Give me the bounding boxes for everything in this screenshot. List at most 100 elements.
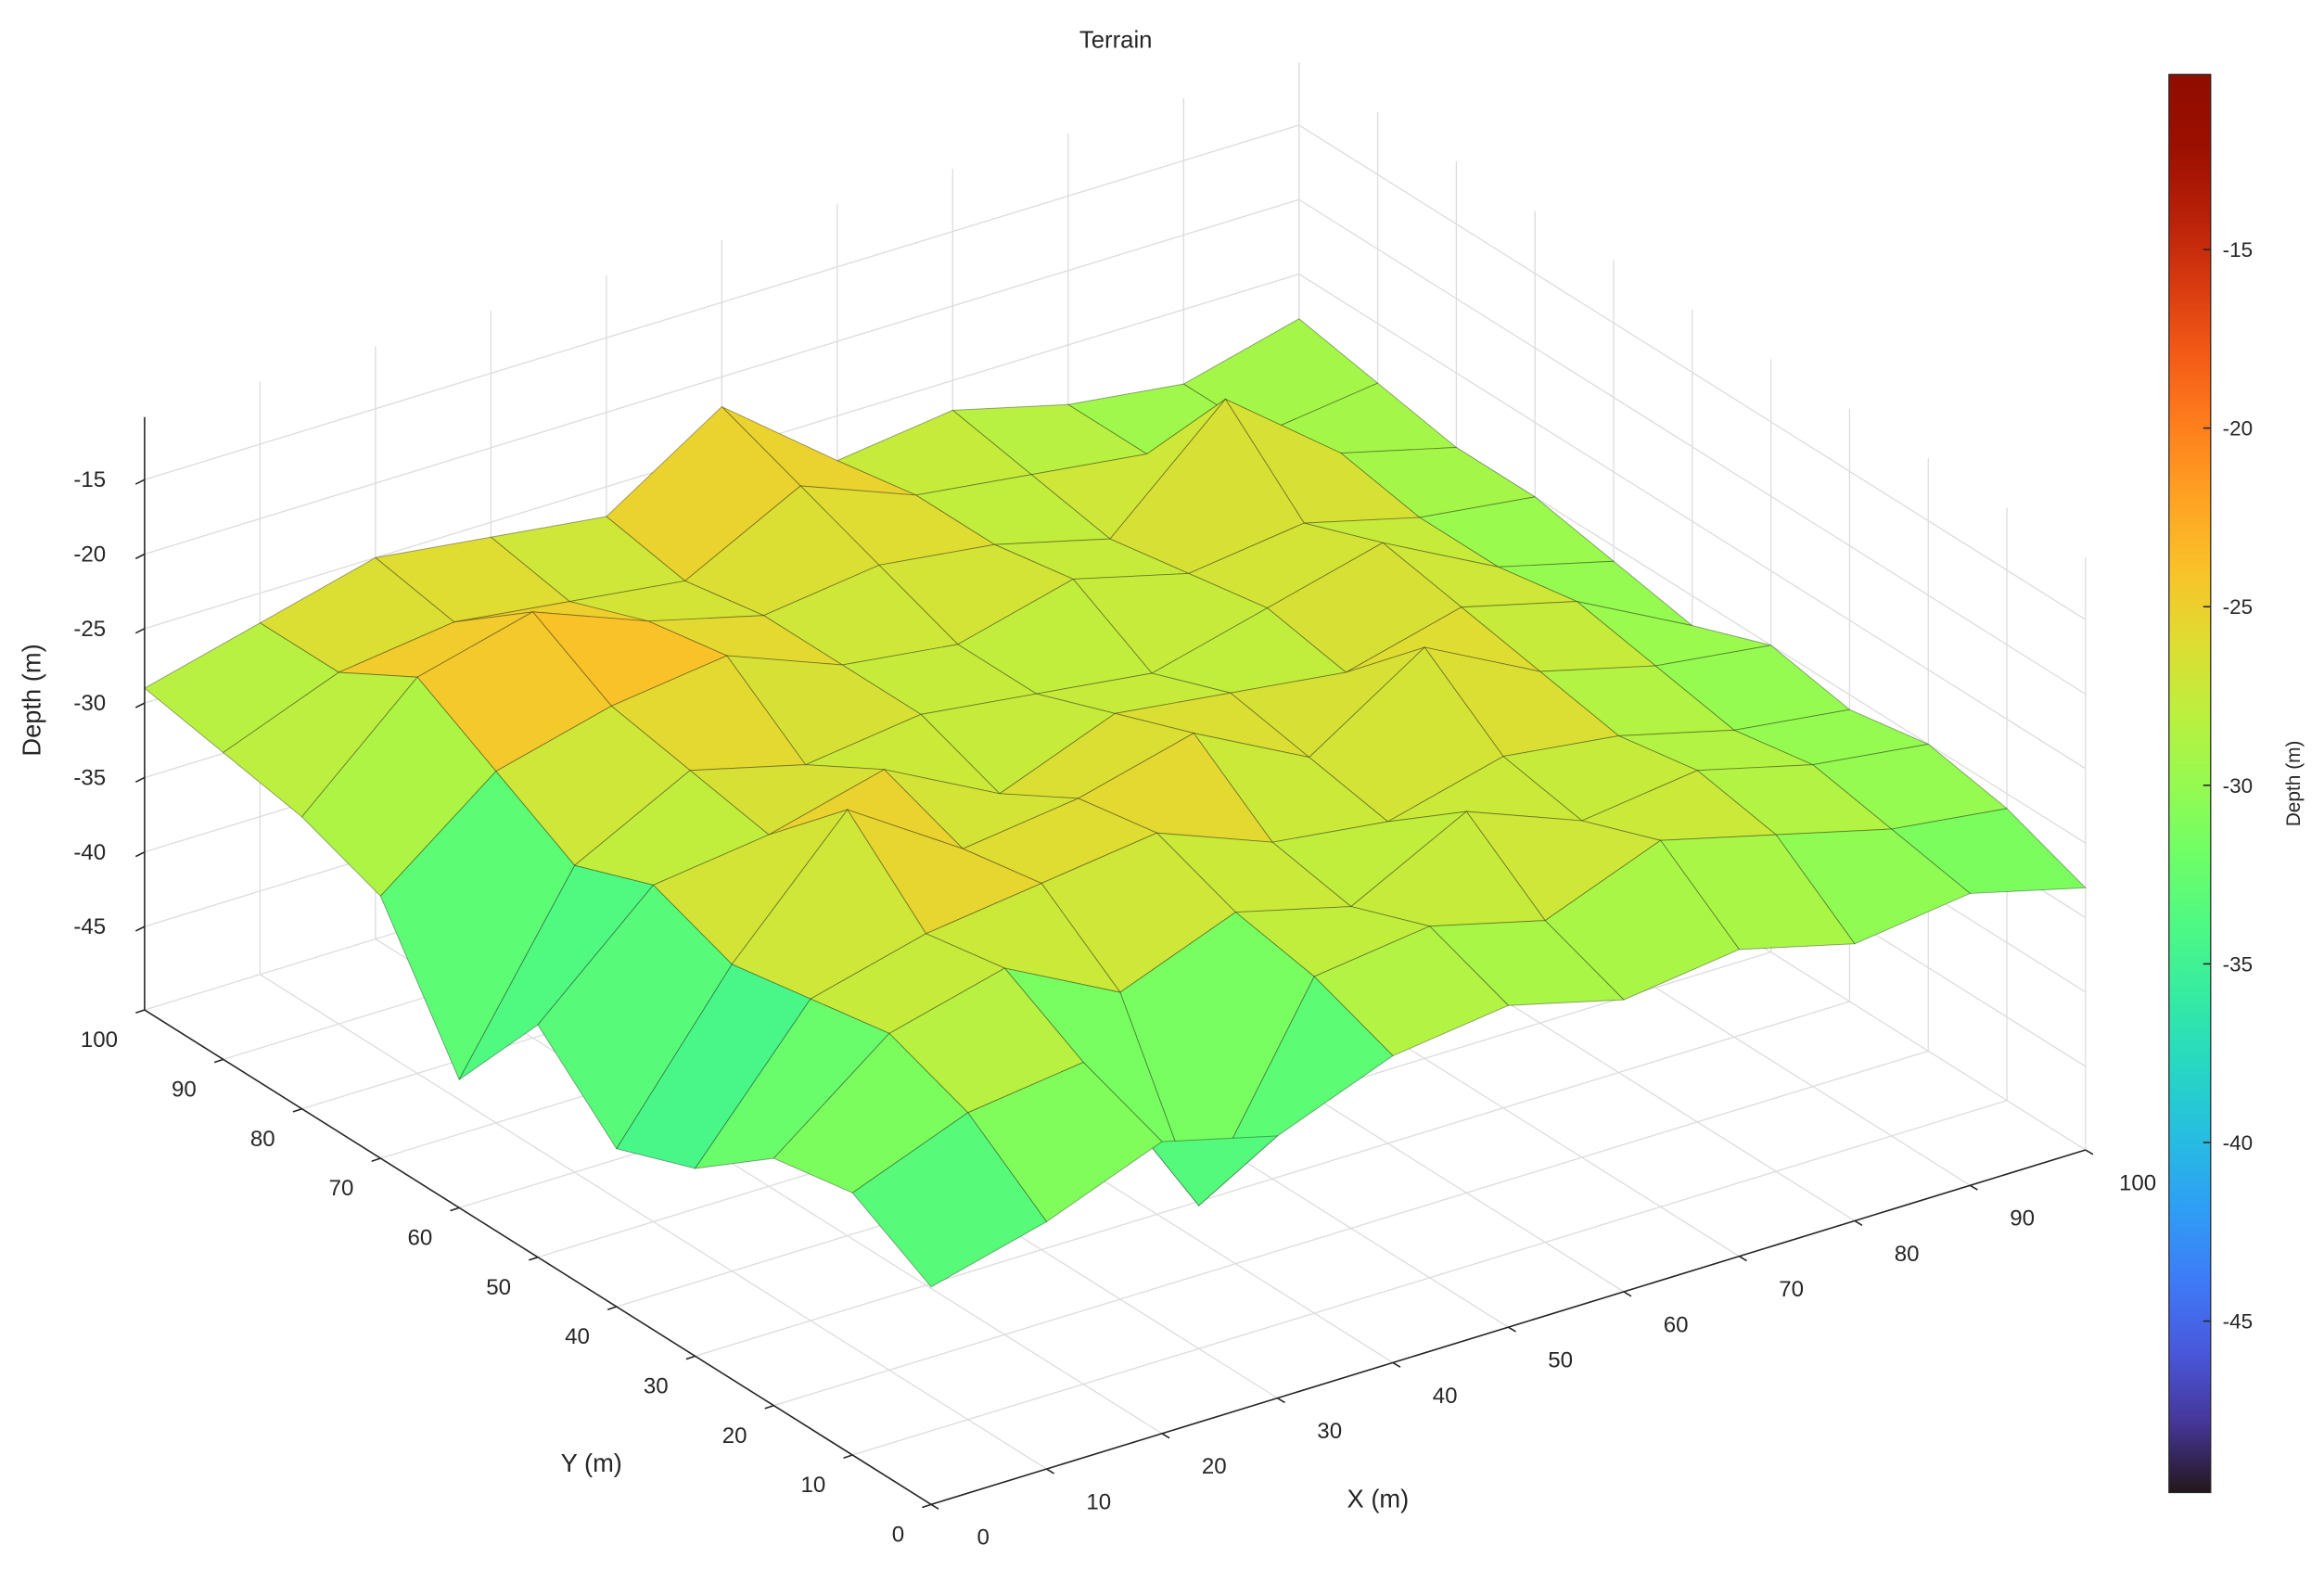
surface xyxy=(144,318,2087,1288)
y-axis-label: Y (m) xyxy=(561,1449,622,1477)
surface-patch xyxy=(725,655,923,766)
x-tick xyxy=(930,1503,939,1510)
y-tick-label: 80 xyxy=(250,1127,275,1152)
x-tick xyxy=(1161,1433,1170,1439)
z-tick-label: -20 xyxy=(73,542,106,568)
x-tick xyxy=(1739,1256,1747,1262)
surface-patch xyxy=(606,405,801,582)
colorbar-tick-label: -25 xyxy=(2223,595,2253,619)
z-tick-label: -25 xyxy=(73,617,106,642)
surface-patch xyxy=(222,671,419,818)
surface-patch xyxy=(1460,601,1657,672)
x-axis xyxy=(930,1149,2087,1506)
y-tick xyxy=(292,1107,302,1113)
surface-patch xyxy=(495,705,691,866)
y-tick-label: 90 xyxy=(172,1078,197,1103)
x-tick-label: 0 xyxy=(977,1525,990,1551)
colorbar-tick-label: -15 xyxy=(2223,238,2253,262)
surface-patch xyxy=(537,884,733,1150)
y-tick xyxy=(685,1355,696,1360)
grid-line xyxy=(852,1100,2008,1456)
surface-patch xyxy=(925,882,1121,993)
y-tick xyxy=(450,1206,460,1212)
x-tick xyxy=(1623,1291,1632,1297)
colorbar-tick-label: -45 xyxy=(2223,1310,2253,1334)
x-tick xyxy=(1277,1397,1285,1404)
x-tick xyxy=(1046,1468,1054,1474)
y-tick xyxy=(607,1306,618,1310)
z-tick xyxy=(134,702,146,708)
y-tick xyxy=(764,1404,774,1410)
z-tick xyxy=(134,628,146,634)
z-tick xyxy=(134,553,146,560)
z-tick xyxy=(134,851,146,858)
y-tick xyxy=(922,1503,932,1509)
surface-patch xyxy=(1539,665,1736,736)
colorbar-tick-label: -40 xyxy=(2223,1131,2253,1155)
x-tick xyxy=(2085,1149,2094,1155)
y-tick-label: 0 xyxy=(892,1522,904,1547)
surface-patch xyxy=(1654,645,1851,731)
axes: 0 10 20 30 40 50 60 70 80 90 100 0 10 20 30 40 50 60 70 80 9… xyxy=(73,416,2156,1551)
x-tick-label: 10 xyxy=(1086,1489,1111,1514)
grid-line xyxy=(773,1050,1929,1407)
surface-patch xyxy=(1811,743,2009,830)
y-tick xyxy=(529,1256,539,1261)
z-tick-label: -40 xyxy=(73,840,106,865)
grid-line xyxy=(144,124,1299,480)
x-tick-label: 40 xyxy=(1433,1384,1458,1409)
y-tick-label: 30 xyxy=(644,1373,669,1398)
x-tick-label: 30 xyxy=(1317,1419,1342,1444)
chart-title: Terrain xyxy=(1079,27,1153,53)
z-tick-label: -45 xyxy=(73,914,106,939)
x-tick xyxy=(1508,1326,1516,1333)
y-tick xyxy=(371,1157,381,1163)
z-tick xyxy=(134,776,146,784)
grid-line xyxy=(695,1001,1850,1357)
colorbar-label: Depth (m) xyxy=(2283,740,2305,826)
surface-patch xyxy=(1115,692,1310,759)
y-tick xyxy=(213,1058,223,1064)
surface-patch xyxy=(768,769,964,849)
z-tick-label: -30 xyxy=(73,691,106,716)
x-tick-label: 60 xyxy=(1664,1312,1689,1337)
y-tick-label: 40 xyxy=(565,1324,590,1349)
surface-patch xyxy=(458,864,655,1080)
surface-patch xyxy=(1224,398,1421,524)
grid-line xyxy=(144,198,1299,555)
x-tick-label: 80 xyxy=(1895,1242,1920,1267)
grid-line xyxy=(1298,198,2087,696)
z-tick-label: -35 xyxy=(73,765,106,790)
surface-patch xyxy=(531,611,729,707)
x-tick-label: 100 xyxy=(2119,1170,2156,1195)
x-tick-label: 70 xyxy=(1779,1277,1804,1302)
z-tick-label: -15 xyxy=(73,467,106,492)
z-tick xyxy=(134,479,146,485)
x-tick-label: 20 xyxy=(1202,1454,1227,1479)
x-tick xyxy=(1854,1219,1863,1226)
colorbar-tick-label: -20 xyxy=(2223,417,2253,440)
x-tick xyxy=(1392,1361,1401,1368)
surface-patch xyxy=(374,536,571,623)
y-tick-label: 20 xyxy=(722,1423,747,1449)
surface-patch xyxy=(851,1112,1048,1288)
surface-patch xyxy=(683,485,880,617)
z-axis-label: Depth (m) xyxy=(17,644,45,756)
y-tick-label: 60 xyxy=(407,1226,432,1251)
grid-line xyxy=(1298,274,2087,770)
y-tick xyxy=(843,1454,853,1459)
x-axis-label: X (m) xyxy=(1347,1485,1410,1513)
y-tick xyxy=(135,1009,146,1015)
y-tick-label: 70 xyxy=(329,1176,354,1201)
colorbar-tick-label: -35 xyxy=(2223,952,2253,976)
x-tick-label: 50 xyxy=(1548,1348,1573,1373)
y-tick-label: 10 xyxy=(801,1473,826,1498)
colorbar-tick-label: -30 xyxy=(2223,774,2253,798)
y-tick-label: 100 xyxy=(81,1028,118,1053)
y-tick-label: 50 xyxy=(486,1275,511,1300)
z-tick xyxy=(134,925,146,932)
x-tick-label: 90 xyxy=(2010,1206,2035,1232)
x-tick xyxy=(1969,1184,1978,1191)
